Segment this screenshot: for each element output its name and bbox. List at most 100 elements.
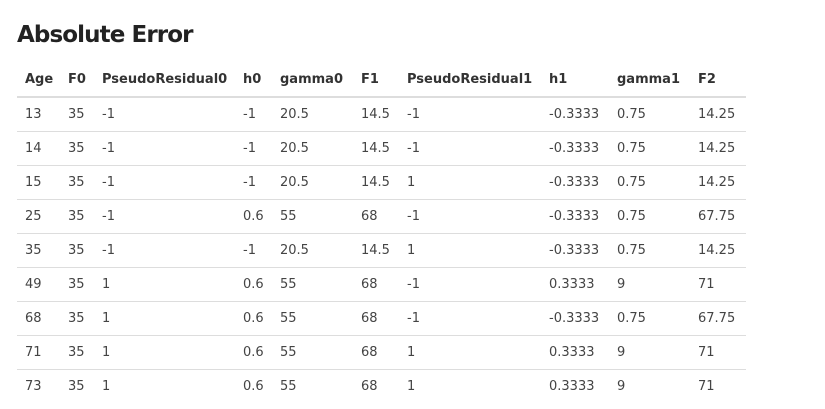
table-cell: 68 [353, 199, 399, 234]
table-cell: 67.75 [690, 301, 746, 336]
table-cell: 0.75 [609, 233, 690, 268]
table-cell: 35 [60, 199, 94, 234]
table-cell: 1 [94, 335, 235, 370]
table-cell: 71 [690, 267, 746, 302]
table-cell: 0.75 [609, 165, 690, 200]
table-cell: -1 [235, 165, 272, 200]
table-cell: -1 [399, 199, 541, 234]
table-cell: -1 [399, 131, 541, 166]
table-cell: 1 [399, 335, 541, 370]
table-row: 13 35 -1 -1 20.5 14.5 -1 -0.3333 0.75 14… [17, 97, 746, 132]
table-cell: 35 [60, 267, 94, 302]
table-cell: -0.3333 [549, 107, 600, 122]
table-cell: 68 [353, 267, 399, 302]
table-cell: -1 [407, 107, 420, 122]
column-header-f1: F1 [353, 62, 399, 98]
table-cell: 0.6 [235, 335, 272, 370]
table-cell: 20.5 [272, 165, 353, 200]
table-cell: -0.3333 [541, 131, 609, 166]
table-cell: 0.6 [235, 267, 272, 302]
table-cell: 25 [17, 199, 60, 234]
table-cell: 35 [68, 107, 85, 122]
table-cell: 55 [272, 369, 353, 403]
table-cell: 55 [272, 267, 353, 302]
table-row: 35 35 -1 -1 20.5 14.5 1 -0.3333 0.75 14.… [17, 233, 746, 268]
table-cell: 14.5 [353, 131, 399, 166]
table-cell: 0.6 [235, 199, 272, 234]
table-cell: 0.75 [609, 301, 690, 336]
table-cell: 14.25 [690, 233, 746, 268]
table-row: 68 35 1 0.6 55 68 -1 -0.3333 0.75 67.75 [17, 301, 746, 336]
table-cell: 35 [60, 165, 94, 200]
table-cell: 71 [17, 335, 60, 370]
table-cell: 68 [353, 335, 399, 370]
table-cell: 55 [272, 199, 353, 234]
table-cell: -1 [94, 199, 235, 234]
table-cell: -1 [94, 233, 235, 268]
column-header-h0: h0 [235, 62, 272, 98]
table-header-row: Age F0 PseudoResidual0 h0 gamma0 F1 Pseu… [17, 62, 746, 98]
table-cell: 14.5 [361, 107, 390, 122]
table-cell: 49 [17, 267, 60, 302]
table-cell: 68 [353, 369, 399, 403]
table-cell: 15 [17, 165, 60, 200]
table-cell: 35 [60, 233, 94, 268]
table-cell: 73 [17, 369, 60, 403]
table-cell: 9 [609, 369, 690, 403]
absolute-error-table: Age F0 PseudoResidual0 h0 gamma0 F1 Pseu… [17, 62, 746, 403]
table-cell: 35 [60, 301, 94, 336]
column-header-f0: F0 [60, 62, 94, 98]
table-cell: 35 [60, 131, 94, 166]
table-cell: 13 [25, 107, 42, 122]
table-cell: 1 [94, 267, 235, 302]
table-row: 71 35 1 0.6 55 68 1 0.3333 9 71 [17, 335, 746, 370]
table-cell: -1 [102, 107, 115, 122]
column-header-pseudoresidual1: PseudoResidual1 [399, 62, 541, 98]
table-cell: -1 [94, 131, 235, 166]
table-cell: 0.75 [609, 131, 690, 166]
table-cell: 20.5 [280, 107, 309, 122]
table-row: 25 35 -1 0.6 55 68 -1 -0.3333 0.75 67.75 [17, 199, 746, 234]
column-header-gamma0: gamma0 [272, 62, 353, 98]
column-header-pseudoresidual0: PseudoResidual0 [94, 62, 235, 98]
table-cell: 1 [399, 165, 541, 200]
page: Absolute Error Age F0 PseudoResidual0 h0… [17, 20, 746, 403]
table-cell: 1 [94, 369, 235, 403]
table-row: 14 35 -1 -1 20.5 14.5 -1 -0.3333 0.75 14… [17, 131, 746, 166]
table-row: 73 35 1 0.6 55 68 1 0.3333 9 71 [17, 369, 746, 403]
table-cell: 14.25 [698, 107, 736, 122]
column-header-age: Age [17, 62, 60, 98]
table-row: 15 35 -1 -1 20.5 14.5 1 -0.3333 0.75 14.… [17, 165, 746, 200]
table-cell: -0.3333 [541, 301, 609, 336]
table-cell: 35 [17, 233, 60, 268]
table-cell: -0.3333 [541, 233, 609, 268]
table-cell: -0.3333 [541, 199, 609, 234]
table-cell: 1 [399, 233, 541, 268]
table-cell: -1 [399, 267, 541, 302]
table-cell: 14.5 [353, 165, 399, 200]
table-cell: 35 [60, 335, 94, 370]
table-cell: 0.6 [235, 301, 272, 336]
table-cell: 0.3333 [541, 267, 609, 302]
table-cell: 35 [60, 369, 94, 403]
table-cell: 1 [94, 301, 235, 336]
table-cell: 14.25 [690, 165, 746, 200]
column-header-gamma1: gamma1 [609, 62, 690, 98]
table-cell: -1 [235, 233, 272, 268]
table-cell: 20.5 [272, 233, 353, 268]
table-cell: 0.75 [617, 107, 646, 122]
table-cell: 71 [690, 335, 746, 370]
table-cell: 14 [17, 131, 60, 166]
table-cell: 0.3333 [541, 369, 609, 403]
table-cell: 55 [272, 335, 353, 370]
table-cell: -0.3333 [541, 165, 609, 200]
table-cell: -1 [243, 107, 256, 122]
table-cell: 0.75 [609, 199, 690, 234]
table-cell: 71 [690, 369, 746, 403]
table-cell: 55 [272, 301, 353, 336]
table-cell: 9 [609, 335, 690, 370]
table-cell: 68 [17, 301, 60, 336]
page-title: Absolute Error [17, 22, 193, 48]
table-cell: 20.5 [272, 131, 353, 166]
table-cell: 9 [609, 267, 690, 302]
